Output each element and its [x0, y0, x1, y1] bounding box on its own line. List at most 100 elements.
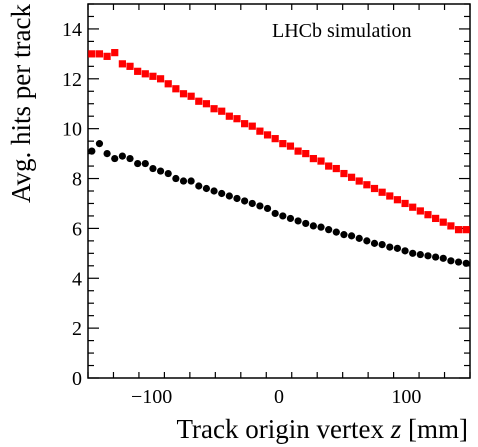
y-tick-label: 2: [72, 318, 82, 340]
black-circle-point: [355, 234, 363, 242]
black-circle-point: [256, 202, 264, 210]
black-circle-point: [164, 169, 172, 178]
x-tick-label: 0: [274, 386, 284, 408]
black-circle-point: [179, 177, 188, 185]
red-square-point: [363, 181, 371, 189]
red-square-point: [103, 52, 111, 60]
black-circle-point: [378, 241, 386, 249]
red-square-point: [111, 49, 119, 57]
red-square-point: [325, 162, 333, 170]
red-square-point: [294, 147, 302, 155]
data-points: [88, 49, 470, 267]
y-tick-label: 12: [62, 69, 82, 91]
y-tick-label: 8: [72, 169, 82, 191]
black-circle-point: [279, 212, 287, 220]
axis-ticks: 0 2 4 6 8 10 12 14 −100 0 100: [62, 3, 471, 408]
x-axis-title-text: Track origin vertex: [177, 414, 391, 444]
black-circle-point: [210, 187, 218, 195]
black-circle-point: [156, 167, 165, 175]
red-square-point: [271, 135, 279, 143]
red-square-point: [241, 120, 249, 128]
black-circle-point: [424, 252, 432, 260]
black-circle-point: [416, 250, 424, 259]
red-square-point: [370, 184, 379, 193]
red-square-point: [164, 80, 172, 88]
black-circle-point: [439, 254, 447, 262]
y-tick-label: 0: [72, 368, 82, 390]
red-square-point: [218, 107, 226, 115]
black-circle-point: [241, 197, 249, 205]
red-square-point: [447, 222, 455, 230]
black-circle-point: [309, 222, 317, 230]
black-circle-point: [111, 154, 119, 163]
red-square-point: [302, 150, 310, 158]
black-circle-point: [370, 239, 379, 247]
x-tick-label: −100: [131, 386, 172, 408]
black-circle-point: [401, 247, 409, 255]
red-square-point: [156, 75, 165, 83]
x-axis-title: Track origin vertex z [mm]: [177, 414, 468, 444]
red-square-point: [134, 67, 142, 75]
black-circle-point: [393, 244, 402, 252]
red-square-point: [332, 164, 340, 173]
red-square-point: [462, 226, 470, 234]
black-circle-point: [302, 219, 310, 228]
black-circle-point: [233, 194, 241, 203]
black-circle-point: [347, 232, 356, 240]
black-circle-point: [248, 199, 256, 208]
red-square-point: [416, 207, 424, 215]
black-circle-point: [409, 249, 417, 257]
red-square-point: [347, 173, 356, 181]
x-axis-title-unit: [mm]: [401, 414, 468, 444]
red-square-point: [195, 97, 203, 105]
y-tick-label: 4: [72, 268, 82, 290]
red-square-point: [202, 100, 211, 108]
red-square-point: [393, 196, 402, 204]
black-circle-point: [317, 223, 325, 231]
red-square-point: [439, 218, 447, 226]
x-axis-title-variable: z: [390, 414, 402, 444]
black-circle-point: [118, 152, 126, 160]
black-circle-point: [103, 150, 111, 158]
black-circle-point: [386, 243, 394, 251]
red-square-point: [409, 203, 417, 211]
red-square-point: [386, 192, 394, 200]
x-tick-label: 100: [391, 386, 421, 408]
red-square-point: [256, 127, 264, 135]
red-square-point: [179, 90, 188, 98]
red-square-point: [141, 70, 149, 78]
red-square-point: [424, 211, 432, 219]
black-circle-point: [172, 174, 180, 183]
black-circle-point: [325, 226, 333, 234]
black-circle-point: [225, 192, 233, 200]
black-circle-point: [88, 147, 96, 155]
red-square-point: [210, 105, 218, 113]
red-square-point: [149, 72, 157, 80]
black-circle-point: [218, 189, 226, 198]
black-circle-point: [95, 140, 104, 148]
black-circle-point: [141, 159, 149, 168]
black-circle-point: [340, 231, 348, 239]
red-square-point: [118, 60, 126, 68]
y-axis-title: Avg. hits per track: [6, 4, 36, 203]
black-circle-point: [195, 182, 203, 190]
red-square-point: [126, 62, 134, 70]
y-tick-label: 6: [72, 218, 82, 240]
red-square-point: [95, 50, 104, 58]
y-tick-label: 14: [62, 19, 82, 41]
y-tick-label: 10: [62, 119, 82, 141]
black-circle-point: [126, 154, 134, 163]
red-square-point: [88, 50, 96, 58]
red-square-point: [248, 122, 256, 130]
black-circle-point: [432, 253, 440, 261]
red-square-point: [225, 112, 233, 120]
red-square-point: [454, 226, 463, 234]
black-circle-point: [332, 228, 340, 236]
red-square-point: [317, 157, 325, 165]
red-square-point: [286, 142, 295, 150]
black-circle-point: [134, 159, 142, 168]
simulation-label: LHCb simulation: [272, 20, 411, 42]
black-circle-point: [263, 204, 272, 213]
black-circle-point: [202, 184, 211, 193]
red-square-point: [309, 154, 317, 163]
